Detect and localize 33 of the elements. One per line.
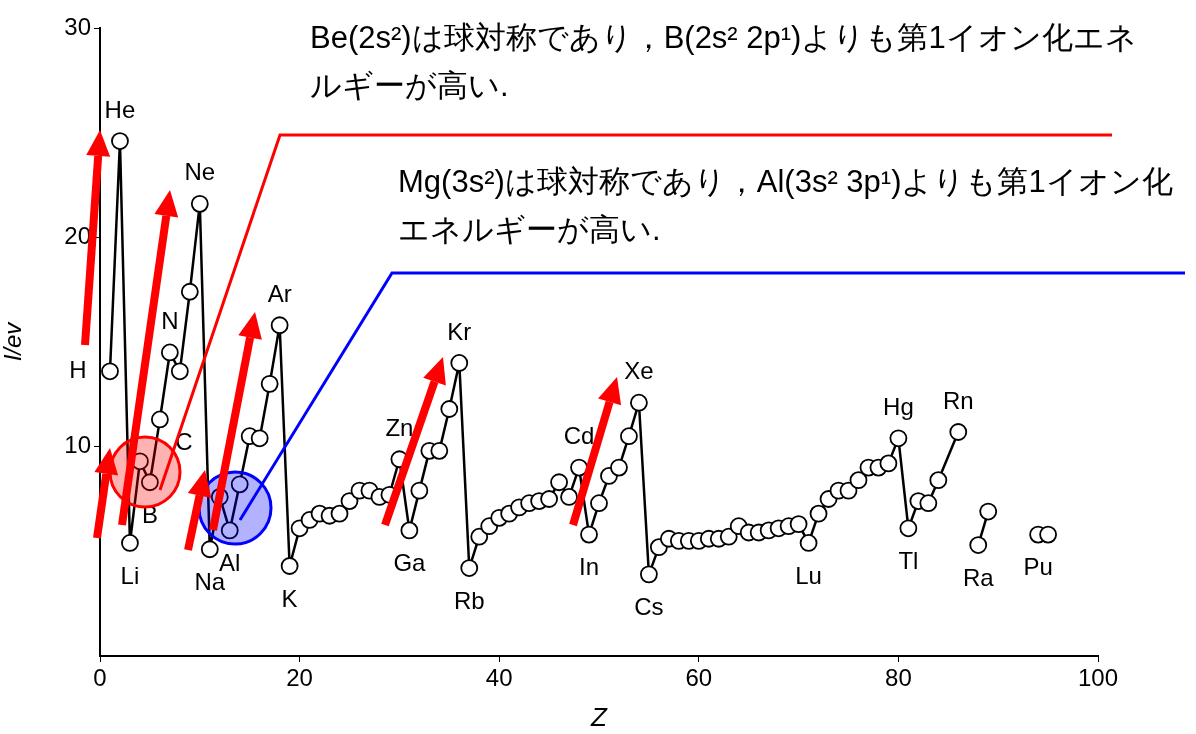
x-tick-label: 40 [485,664,513,692]
annotation: Cs [634,592,664,620]
annotation: Kr [447,317,472,345]
annotation: He [104,95,136,123]
annotation: Zn [385,413,414,441]
y-tick-label: 10 [64,431,91,459]
annotation: Pu [1023,553,1053,581]
annotation: Ra [962,563,995,591]
x-tick-label: 20 [286,664,313,692]
x-tick-label: 0 [93,664,107,692]
x-axis-title: Z [590,701,609,732]
x-tick-label: 100 [1077,664,1119,692]
annotation: Be(2s²)は球対称であり，B(2s² 2p¹)よりも第1イオン化エネルギーが高い. [310,19,1138,105]
annotation: Ar [267,279,292,307]
annotation: Xe [624,357,654,385]
annotation: In [579,553,600,581]
annotation: Ga [393,549,427,577]
annotation: Li [120,561,140,589]
annotation: K [281,584,298,612]
annotation: Ne [184,158,216,186]
annotation: Cd [563,422,595,450]
y-axis-title: I/ev [0,320,27,362]
annotation: Lu [795,561,822,589]
annotation: Rb [453,586,485,614]
annotation: Tl [898,546,919,574]
annotation: Mg(3s²)は球対称であり，Al(3s² 3p¹)よりも第1イオン化エネルギーが高い. [398,163,1174,249]
y-tick-label: 30 [64,12,91,40]
x-tick-label: 60 [685,664,713,692]
annotation: N [161,307,179,335]
x-tick-label: 80 [885,664,912,692]
annotation: Rn [942,386,974,414]
annotation: H [69,355,87,383]
annotation: Hg [883,392,914,420]
